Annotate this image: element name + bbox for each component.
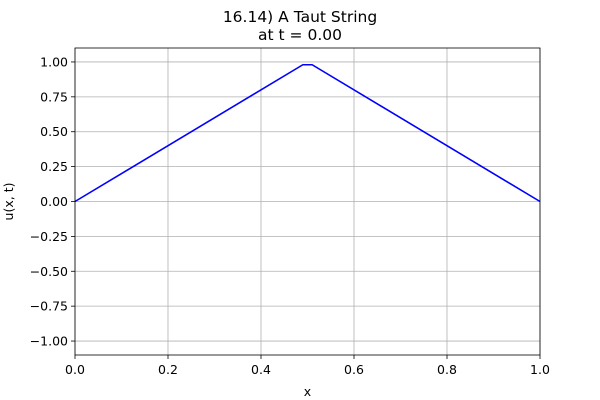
- x-axis-label: x: [304, 384, 311, 399]
- y-tick-label: 0.00: [40, 194, 68, 209]
- x-tick-label: 1.0: [530, 362, 550, 377]
- x-tick-label: 0.8: [437, 362, 457, 377]
- y-tick-label: 1.00: [40, 54, 68, 69]
- y-tick-label: 0.75: [40, 89, 68, 104]
- x-tick-label: 0.0: [65, 362, 85, 377]
- ticks: 0.0 0.2 0.4 0.6 0.8 1.0 −1.00 −0.75 −0.50 −0.25 0.…: [30, 54, 550, 377]
- y-tick-label: −0.25: [30, 229, 68, 244]
- x-tick-label: 0.2: [158, 362, 178, 377]
- series-line: [74, 63, 541, 203]
- chart-title-line-2: at t = 0.00: [258, 26, 342, 44]
- x-tick-label: 0.4: [251, 362, 271, 377]
- y-tick-label: 0.25: [40, 159, 68, 174]
- y-tick-label: −0.50: [30, 264, 68, 279]
- x-tick-label: 0.6: [344, 362, 364, 377]
- grid: [74, 48, 541, 355]
- y-axis-label: u(x, t): [1, 183, 16, 221]
- chart-title-line-1: 16.14) A Taut String: [223, 8, 377, 26]
- y-tick-label: 0.50: [40, 124, 68, 139]
- y-tick-label: −1.00: [30, 334, 68, 349]
- y-tick-label: −0.75: [30, 299, 68, 314]
- series-group: [74, 63, 541, 203]
